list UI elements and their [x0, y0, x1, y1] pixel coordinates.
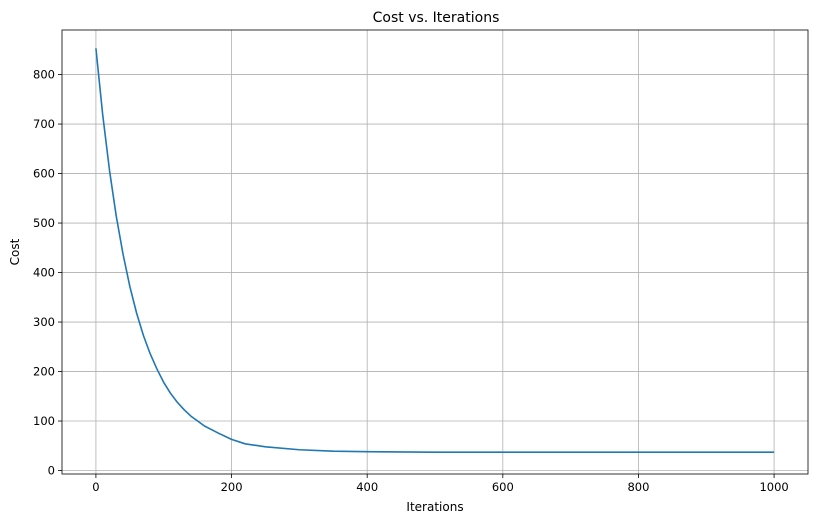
x-tick-label: 800 [627, 480, 649, 494]
x-tick-label: 1000 [759, 480, 788, 494]
y-tick-label: 500 [33, 216, 55, 230]
chart-title: Cost vs. Iterations [373, 10, 500, 26]
y-tick-label: 400 [33, 266, 55, 280]
y-tick-label: 800 [33, 68, 55, 82]
y-tick-label: 300 [33, 315, 55, 329]
x-axis-label: Iterations [406, 500, 463, 514]
y-tick-label: 200 [33, 365, 55, 379]
y-axis-label: Cost [8, 238, 22, 265]
x-tick-label: 0 [92, 480, 99, 494]
series-group [95, 48, 775, 454]
y-tick-label: 100 [33, 414, 55, 428]
x-tick-label: 400 [356, 480, 378, 494]
y-tick-label: 0 [48, 464, 55, 478]
x-tick-label: 200 [221, 480, 243, 494]
cost-line [95, 48, 775, 454]
y-tick-label: 700 [33, 117, 55, 131]
y-tick-label: 600 [33, 167, 55, 181]
grid [62, 30, 808, 474]
x-tick-label: 600 [492, 480, 514, 494]
y-axis-ticks: 0 100 200 300 400 500 600 700 800 [33, 68, 62, 478]
plot-frame [61, 29, 809, 475]
x-axis-ticks: 0 200 400 600 800 1000 [92, 474, 789, 494]
